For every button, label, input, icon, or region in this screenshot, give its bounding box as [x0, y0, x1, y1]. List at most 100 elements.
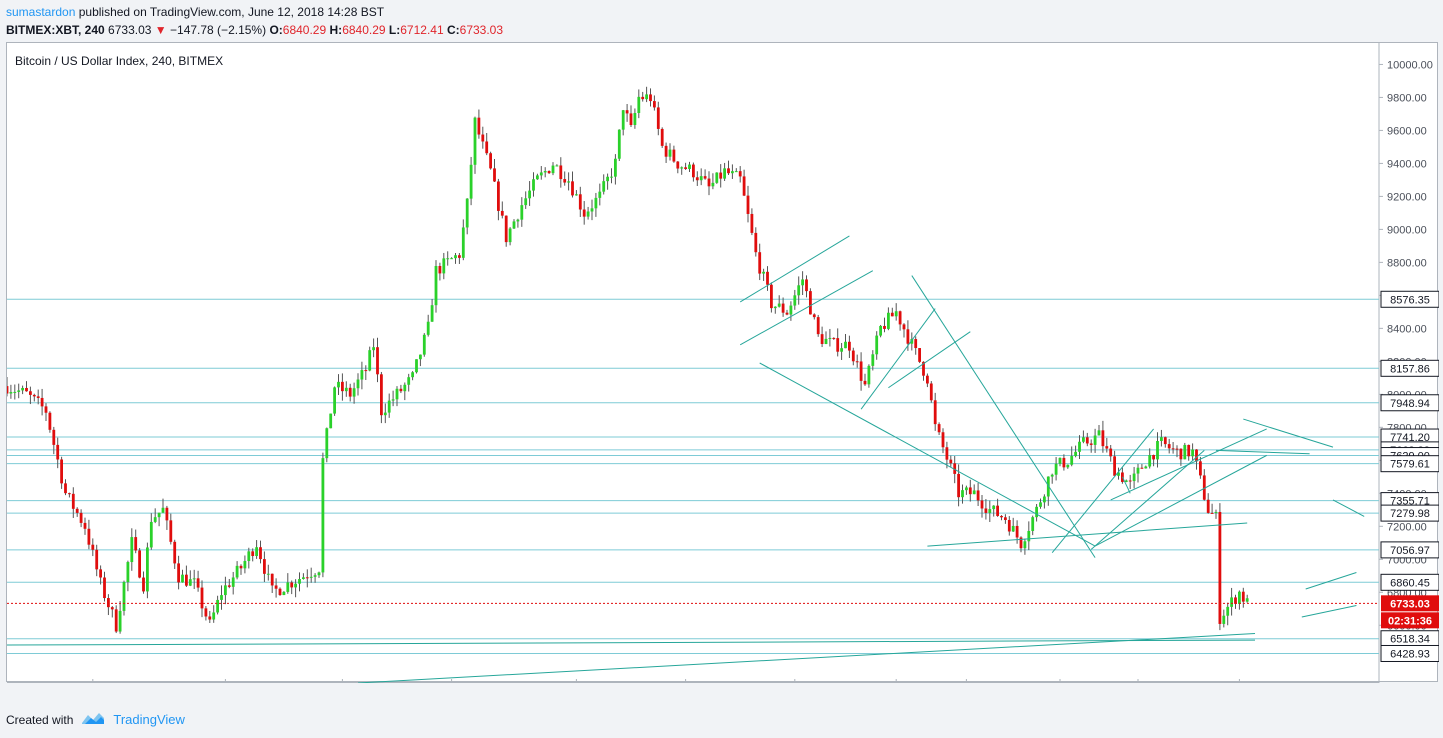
candle-body [766, 271, 769, 285]
open-label: O: [269, 23, 283, 37]
candle-body [305, 577, 309, 579]
candle-body [1136, 467, 1140, 474]
candle-body [727, 168, 730, 174]
tradingview-link[interactable]: TradingView [113, 712, 185, 727]
candle-body [914, 339, 918, 349]
candle-body [1148, 455, 1152, 467]
candle-body [699, 176, 703, 181]
candle-body [1191, 449, 1194, 457]
candle-body [1027, 530, 1031, 542]
candle-body [212, 612, 216, 620]
level-label-box [1380, 290, 1439, 308]
candle-body [1241, 591, 1245, 602]
candle-body [364, 370, 368, 372]
candle-body [980, 500, 984, 509]
candle-body [801, 279, 804, 286]
candle-body [695, 177, 699, 181]
candle-body [9, 392, 13, 394]
candle-body [110, 607, 114, 610]
candle-body [446, 258, 450, 260]
candle-body [653, 101, 656, 108]
candle-body [138, 550, 141, 578]
candle-body [169, 520, 173, 542]
candle-body [481, 134, 485, 142]
candle-body [430, 305, 434, 322]
candle-body [863, 380, 867, 385]
candle-body [1019, 537, 1023, 549]
y-tick-label: 7200.00 [1387, 521, 1427, 533]
candle-body [762, 271, 765, 274]
ohlc-line: BITMEX:XBT, 240 6733.03 ▼ −147.78 (−2.15… [6, 21, 503, 39]
candle-body [407, 377, 411, 385]
candle-body [715, 172, 719, 183]
candle-body [532, 179, 535, 191]
chart-canvas[interactable]: 6600.006800.007000.007200.007400.007600.… [7, 43, 1439, 683]
candle-body [274, 585, 278, 589]
candle-body [996, 505, 999, 516]
level-label: 7579.61 [1390, 459, 1430, 471]
candle-body [107, 598, 110, 608]
candle-body [1117, 472, 1120, 476]
candle-body [520, 205, 524, 220]
candle-body [1000, 515, 1003, 518]
candle-body [575, 194, 578, 196]
candle-body [567, 181, 570, 183]
candle-body [836, 338, 840, 352]
level-label-box [1380, 644, 1439, 662]
candle-body [56, 444, 60, 460]
trendline [1332, 499, 1365, 517]
candle-body [1050, 474, 1054, 477]
candle-body [263, 559, 266, 574]
candle-body [1202, 475, 1206, 500]
candle-body [64, 483, 67, 494]
symbol-header: sumastardon published on TradingView.com… [6, 3, 503, 39]
low-label: L: [388, 23, 401, 37]
candle-body [972, 490, 976, 495]
price-chart[interactable]: 6600.006800.007000.007200.007400.007600.… [6, 42, 1439, 683]
candle-body [773, 306, 777, 309]
candle-body [957, 473, 960, 498]
level-label: 7948.94 [1390, 398, 1430, 410]
candle-body [17, 390, 21, 392]
level-label: 7279.98 [1390, 508, 1430, 520]
candle-body [1105, 446, 1109, 449]
level-label: 7741.20 [1390, 432, 1430, 444]
author-link[interactable]: sumastardon [6, 5, 76, 19]
countdown-box [1381, 612, 1439, 629]
candle-body [13, 391, 17, 393]
open-value: 6840.29 [282, 23, 327, 37]
candle-body [1101, 430, 1105, 447]
trendline [1305, 572, 1357, 590]
level-label: 6518.34 [1390, 634, 1430, 646]
candle-body [91, 544, 95, 550]
candle-body [395, 388, 399, 400]
candle-body [477, 117, 481, 135]
candle-body [1023, 541, 1027, 549]
publish-line: sumastardon published on TradingView.com… [6, 3, 503, 21]
trendline [739, 270, 874, 346]
candle-body [649, 94, 652, 102]
trendline [7, 639, 1256, 646]
candle-body [1031, 517, 1035, 531]
candle-body [731, 171, 734, 174]
candle-body [879, 325, 882, 336]
candle-body [559, 165, 563, 180]
candle-body [99, 569, 102, 578]
candle-body [40, 397, 44, 407]
candle-body [894, 311, 898, 317]
candle-body [512, 221, 516, 229]
candle-body [547, 170, 551, 174]
candle-body [1218, 511, 1222, 624]
last-price-box [1381, 595, 1439, 612]
candle-body [617, 129, 621, 159]
candle-body [422, 334, 426, 355]
candle-body [1062, 457, 1066, 468]
level-label-box [1380, 504, 1439, 522]
candle-body [438, 265, 442, 274]
candle-body [1238, 591, 1241, 604]
candle-body [341, 381, 344, 392]
candle-body [153, 517, 157, 522]
candle-body [824, 338, 828, 344]
candle-body [1097, 430, 1101, 436]
candle-body [485, 141, 489, 154]
